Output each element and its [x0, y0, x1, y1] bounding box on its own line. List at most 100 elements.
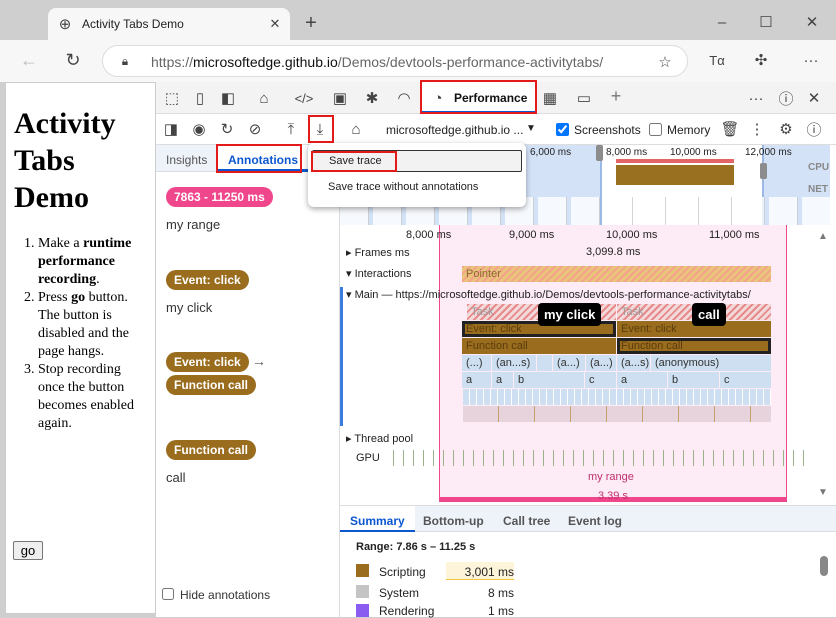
scroll-up-icon[interactable]: ▲ — [818, 231, 828, 242]
back-icon[interactable]: ← — [20, 49, 38, 70]
anon-bar[interactable]: (an...s) — [492, 355, 536, 371]
interaction-pointer[interactable]: Pointer — [462, 266, 771, 282]
record-icon[interactable]: ◉ — [192, 121, 206, 138]
tab-call-tree[interactable]: Call tree — [503, 514, 551, 528]
fn-a[interactable]: a — [617, 372, 667, 388]
step-item: Stop recording once the button becomes e… — [38, 361, 150, 433]
more-tabs-plus-icon[interactable]: + — [610, 85, 622, 106]
console-icon[interactable]: ▣ — [332, 90, 348, 107]
tab-summary[interactable]: Summary — [340, 506, 415, 532]
annotation-item[interactable]: 7863 - 11250 ms my range — [166, 187, 273, 232]
event-click-bar[interactable]: Event: click — [617, 321, 771, 337]
track-thread-pool[interactable]: ▸ Thread pool — [346, 433, 414, 445]
memory-chip-icon[interactable]: ▦ — [542, 90, 558, 107]
flame-chart[interactable]: 8,000 ms 9,000 ms 10,000 ms 11,000 ms ▸ … — [340, 225, 836, 505]
chevron-down-icon[interactable]: ▼ — [526, 123, 536, 134]
tab-insights[interactable]: Insights — [166, 153, 208, 167]
annotation-item[interactable]: Event: click → Function call — [166, 352, 266, 395]
track-gpu[interactable]: GPU — [356, 452, 380, 464]
address-toolbar: ← ↻ 🔒︎ https://microsoftedge.github.io/D… — [0, 40, 836, 82]
sources-bug-icon[interactable]: ✱ — [365, 90, 379, 107]
load-profile-icon[interactable]: ⤒ — [287, 120, 295, 138]
browser-tab[interactable]: ⊕ Activity Tabs Demo ✕ — [48, 8, 290, 40]
track-main[interactable]: ▾ Main — https://microsoftedge.github.io… — [346, 289, 751, 301]
anon-bar[interactable]: (...) — [462, 355, 491, 371]
network-wifi-icon[interactable]: ◠ — [397, 90, 411, 107]
read-aloud-icon[interactable]: Tα — [709, 52, 725, 68]
annotation-label-my-click[interactable]: my click — [538, 303, 602, 326]
elements-icon[interactable]: </> — [294, 90, 314, 106]
welcome-home-icon[interactable]: ⌂ — [259, 89, 269, 107]
overflow-icon[interactable]: ⋮ — [749, 121, 765, 138]
performance-gauge-icon: ◔ — [433, 89, 443, 107]
close-devtools-icon[interactable]: ✕ — [807, 90, 821, 107]
fn-a[interactable]: a — [492, 372, 513, 388]
toggle-sidebar-icon[interactable]: ◨ — [163, 121, 179, 138]
anon-bar[interactable]: (a...s) — [617, 355, 650, 371]
overview-interaction-bar — [616, 159, 734, 163]
track-interactions[interactable]: ▾ Interactions — [346, 268, 412, 280]
device-emulation-icon[interactable]: ▯ — [195, 90, 205, 107]
anon-bar[interactable]: (a...) — [553, 355, 585, 371]
step-item: Press go button. The button is disabled … — [38, 289, 150, 361]
screenshots-checkbox[interactable] — [556, 123, 569, 136]
extensions-icon[interactable]: ✣ — [754, 52, 768, 69]
summary-range: Range: 7.86 s – 11.25 s — [356, 541, 476, 553]
anon-bar[interactable]: (anonymous) — [651, 355, 771, 371]
tab-title: Activity Tabs Demo — [82, 17, 184, 31]
minimize-icon[interactable]: – — [717, 13, 727, 31]
reload-record-icon[interactable]: ↻ — [220, 121, 234, 138]
close-tab-icon[interactable]: ✕ — [269, 16, 281, 31]
save-trace-item[interactable]: Save trace — [312, 150, 522, 172]
flame-row-deeper[interactable] — [463, 406, 771, 422]
help-icon[interactable]: ⓘ — [778, 90, 794, 108]
ruler-tick: 8,000 ms — [406, 229, 452, 241]
save-trace-without-annotations-item[interactable]: Save trace without annotations — [328, 181, 479, 193]
settings-more-icon[interactable]: ··· — [803, 51, 819, 69]
lock-icon[interactable]: 🔒︎ — [121, 53, 129, 68]
dock-icon[interactable]: ◧ — [220, 90, 236, 107]
summary-scrollbar[interactable] — [820, 556, 828, 576]
overview-handle-left[interactable] — [596, 145, 603, 161]
refresh-icon[interactable]: ↻ — [65, 49, 81, 70]
hide-annotations-checkbox[interactable] — [162, 588, 174, 600]
tab-performance[interactable]: ◔ Performance — [422, 82, 536, 114]
track-frames[interactable]: ▸ Frames ms — [346, 247, 410, 259]
function-call-bar[interactable]: Function call — [462, 338, 616, 354]
more-options-icon[interactable]: ··· — [748, 89, 764, 107]
flame-row-deep[interactable] — [463, 389, 771, 405]
clear-icon[interactable]: ⊘ — [248, 121, 262, 138]
target-select[interactable]: microsoftedge.github.io ... — [386, 123, 524, 137]
new-tab-icon[interactable]: + — [305, 11, 317, 34]
gear-icon[interactable]: ⚙ — [779, 121, 793, 138]
inspect-icon[interactable]: ⬚ — [164, 90, 180, 107]
annotation-label-call[interactable]: call — [692, 303, 726, 326]
anon-bar[interactable] — [537, 355, 552, 371]
save-profile-icon[interactable]: ⤓ — [316, 120, 324, 138]
maximize-icon[interactable]: ☐ — [759, 14, 773, 31]
tab-event-log[interactable]: Event log — [568, 514, 623, 528]
close-window-icon[interactable]: ✕ — [805, 14, 819, 31]
anon-bar[interactable]: (a...) — [586, 355, 616, 371]
annotation-item[interactable]: Event: click my click — [166, 270, 249, 315]
fn-c[interactable]: c — [720, 372, 771, 388]
application-icon[interactable]: ▭ — [576, 90, 592, 107]
fn-b[interactable]: b — [668, 372, 719, 388]
tab-annotations[interactable]: Annotations — [218, 145, 308, 172]
overview-handle-right[interactable] — [760, 163, 767, 179]
home-icon[interactable]: ⌂ — [351, 120, 361, 138]
fn-c[interactable]: c — [585, 372, 616, 388]
fn-a[interactable]: a — [462, 372, 491, 388]
favorite-star-icon[interactable]: ☆ — [658, 54, 672, 71]
fn-b[interactable]: b — [514, 372, 584, 388]
url-field[interactable]: 🔒︎ https://microsoftedge.github.io/Demos… — [102, 45, 688, 77]
tab-bottom-up[interactable]: Bottom-up — [423, 514, 484, 528]
help-icon[interactable]: ⓘ — [806, 121, 822, 139]
annotation-item[interactable]: Function call call — [166, 440, 257, 485]
memory-checkbox[interactable] — [649, 123, 662, 136]
function-call-bar[interactable]: Function call — [617, 338, 771, 354]
go-button[interactable]: go — [13, 541, 43, 560]
scroll-down-icon[interactable]: ▼ — [818, 487, 828, 498]
rendering-swatch — [356, 604, 369, 617]
trash-icon[interactable]: 🗑︎ — [720, 121, 740, 138]
